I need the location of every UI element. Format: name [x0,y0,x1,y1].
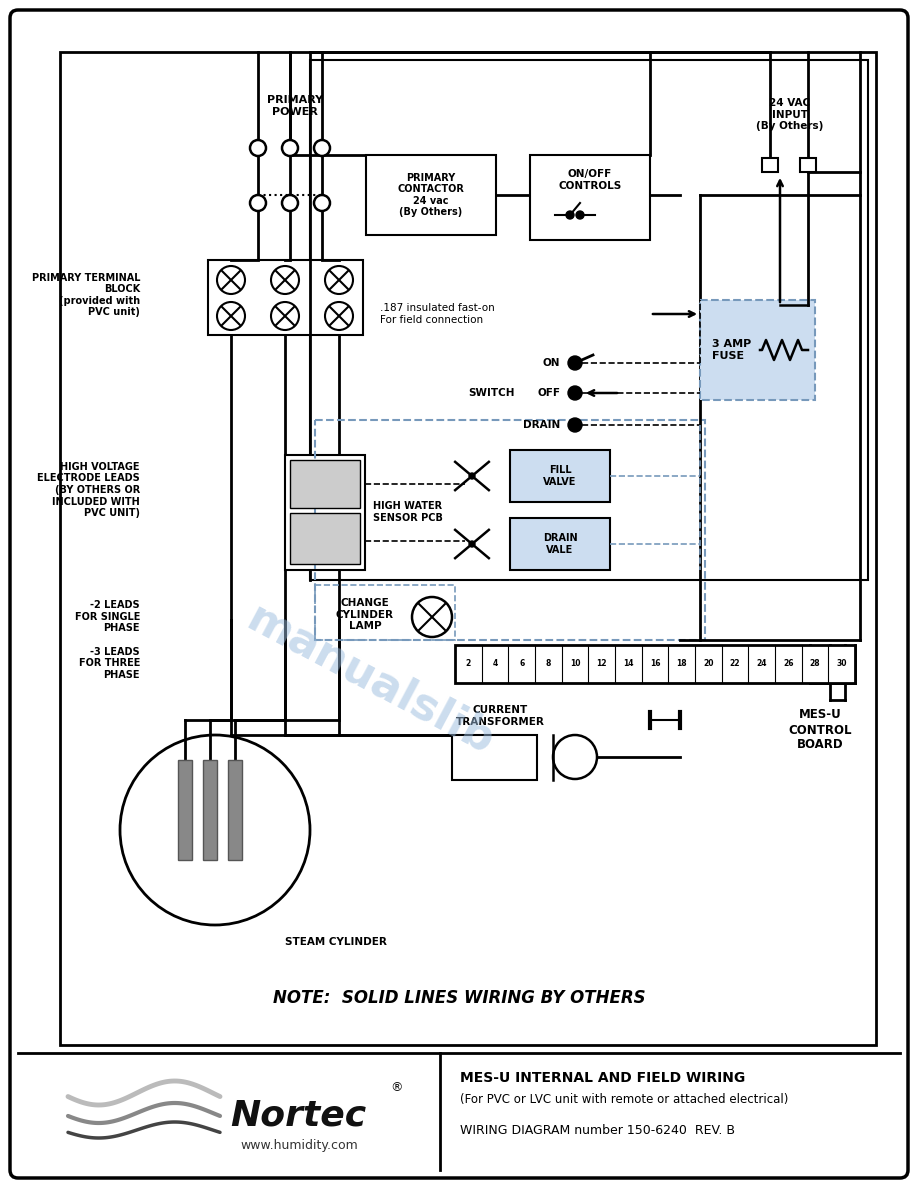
Circle shape [469,473,475,479]
Text: ®: ® [390,1081,402,1094]
Text: PRIMARY
POWER: PRIMARY POWER [267,95,323,116]
Text: PRIMARY TERMINAL
BLOCK
(provided with
PVC unit): PRIMARY TERMINAL BLOCK (provided with PV… [31,272,140,317]
Text: 14: 14 [623,659,633,669]
Circle shape [412,598,452,637]
Bar [315,584,455,640]
Text: 18: 18 [677,659,687,669]
Circle shape [325,266,353,293]
Text: DRAIN: DRAIN [522,421,560,430]
Text: 16: 16 [650,659,660,669]
Bar [530,154,650,240]
FancyBboxPatch shape [10,10,908,1178]
Bar [178,760,192,860]
Text: 24: 24 [756,659,767,669]
Bar [510,518,610,570]
Text: 28: 28 [810,659,821,669]
Bar [510,450,610,503]
Circle shape [568,418,582,432]
Text: FILL
VALVE: FILL VALVE [543,466,577,487]
Circle shape [576,211,584,219]
Circle shape [469,541,475,546]
Text: .187 insulated fast-on
For field connection: .187 insulated fast-on For field connect… [380,303,495,324]
Bar [452,735,537,781]
Circle shape [553,735,597,779]
Text: PRIMARY
CONTACTOR
24 vac
(By Others): PRIMARY CONTACTOR 24 vac (By Others) [397,172,465,217]
Text: 24 VAC
INPUT
(By Others): 24 VAC INPUT (By Others) [756,97,823,131]
Text: 12: 12 [597,659,607,669]
Text: 26: 26 [783,659,793,669]
Text: ON/OFF
CONTROLS: ON/OFF CONTROLS [558,169,621,191]
Text: 3 AMP
FUSE: 3 AMP FUSE [712,340,751,361]
Circle shape [282,140,298,156]
Bar [228,760,242,860]
Text: 4: 4 [492,659,498,669]
Text: SWITCH: SWITCH [468,388,515,398]
Text: CHANGE
CYLINDER
LAMP: CHANGE CYLINDER LAMP [336,598,394,631]
Text: www.humidity.com: www.humidity.com [240,1139,358,1152]
Text: Nortec: Nortec [230,1099,366,1133]
Text: 22: 22 [730,659,740,669]
Text: 6: 6 [519,659,524,669]
Text: 8: 8 [545,659,551,669]
Text: HIGH VOLTAGE
ELECTRODE LEADS
(BY OTHERS OR
INCLUDED WITH
PVC UNIT): HIGH VOLTAGE ELECTRODE LEADS (BY OTHERS … [38,462,140,518]
Bar [455,645,855,683]
Bar [290,512,360,564]
Bar [762,158,778,172]
Circle shape [566,211,574,219]
Circle shape [568,386,582,400]
Bar [310,61,868,580]
Bar [285,455,365,570]
Text: 30: 30 [836,659,847,669]
Text: 2: 2 [465,659,471,669]
Text: OFF: OFF [537,388,560,398]
Bar [800,158,816,172]
Circle shape [217,302,245,330]
Text: WIRING DIAGRAM number 150-6240  REV. B: WIRING DIAGRAM number 150-6240 REV. B [460,1124,735,1137]
Circle shape [217,266,245,293]
Text: 10: 10 [570,659,580,669]
Bar [203,760,217,860]
Text: ON: ON [543,358,560,368]
Text: DRAIN
VALE: DRAIN VALE [543,533,577,555]
Circle shape [282,195,298,211]
Text: HIGH WATER
SENSOR PCB: HIGH WATER SENSOR PCB [373,501,442,523]
Text: MES-U
CONTROL
BOARD: MES-U CONTROL BOARD [789,708,852,752]
Text: MES-U INTERNAL AND FIELD WIRING: MES-U INTERNAL AND FIELD WIRING [460,1072,745,1085]
Bar [366,154,496,235]
Circle shape [271,302,299,330]
Circle shape [120,735,310,925]
Bar [700,301,815,400]
Text: (For PVC or LVC unit with remote or attached electrical): (For PVC or LVC unit with remote or atta… [460,1093,789,1106]
Bar [290,460,360,508]
Text: 20: 20 [703,659,713,669]
Bar [208,260,363,335]
Text: NOTE:  SOLID LINES WIRING BY OTHERS: NOTE: SOLID LINES WIRING BY OTHERS [273,988,645,1007]
Text: manualslib: manualslib [239,596,501,764]
Circle shape [250,195,266,211]
Circle shape [271,266,299,293]
Circle shape [314,140,330,156]
Bar [60,52,876,1045]
Circle shape [314,195,330,211]
Text: CURRENT
TRANSFORMER: CURRENT TRANSFORMER [455,704,544,727]
Circle shape [325,302,353,330]
Bar [315,421,705,640]
Circle shape [568,356,582,369]
Text: -2 LEADS
FOR SINGLE
PHASE

-3 LEADS
FOR THREE
PHASE: -2 LEADS FOR SINGLE PHASE -3 LEADS FOR T… [74,600,140,680]
Circle shape [250,140,266,156]
Text: STEAM CYLINDER: STEAM CYLINDER [285,937,386,947]
